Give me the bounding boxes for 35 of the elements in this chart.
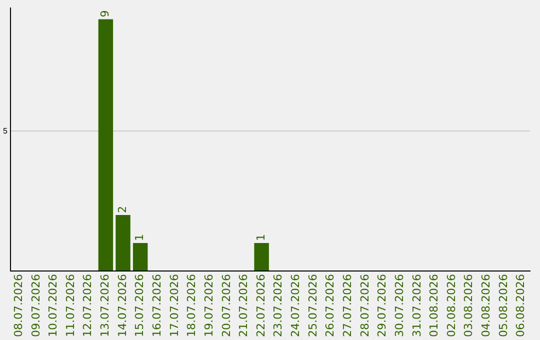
x-tick-label: 28.07.2026 bbox=[358, 274, 372, 338]
x-tick-label: 27.07.2026 bbox=[341, 274, 354, 338]
x-tick-label: 04.08.2026 bbox=[480, 274, 493, 338]
x-tick-label: 21.07.2026 bbox=[237, 274, 250, 338]
x-tick-label: 29.07.2026 bbox=[376, 274, 389, 338]
x-tick-label: 12.07.2026 bbox=[81, 274, 94, 338]
x-tick-label: 02.08.2026 bbox=[444, 274, 458, 338]
data-label: 1 bbox=[133, 234, 146, 242]
x-tick-label: 25.07.2026 bbox=[306, 274, 320, 338]
x-tick-label: 24.07.2026 bbox=[289, 274, 302, 338]
x-tick-label: 18.07.2026 bbox=[185, 274, 198, 338]
x-tick-label: 14.07.2026 bbox=[116, 274, 129, 338]
x-tick-label: 03.08.2026 bbox=[462, 274, 476, 338]
x-tick-label: 31.07.2026 bbox=[410, 274, 424, 338]
data-label: 9 bbox=[98, 10, 112, 18]
x-tick-label: 09.07.2026 bbox=[29, 274, 42, 338]
x-tick-label: 08.07.2026 bbox=[12, 274, 25, 338]
x-tick-label: 23.07.2026 bbox=[272, 274, 285, 338]
x-tick-label: 11.07.2026 bbox=[64, 274, 77, 338]
x-tick-label: 30.07.2026 bbox=[392, 274, 406, 338]
data-label: 2 bbox=[116, 206, 129, 214]
x-tick-label: 17.07.2026 bbox=[168, 274, 181, 338]
x-tick-label: 15.07.2026 bbox=[133, 274, 146, 338]
x-tick-label: 26.07.2026 bbox=[324, 274, 337, 338]
x-tick-label: 19.07.2026 bbox=[202, 274, 216, 338]
x-tick-label: 20.07.2026 bbox=[220, 274, 233, 338]
x-tick-label: 16.07.2026 bbox=[150, 274, 164, 338]
x-tick-label: 05.08.2026 bbox=[496, 274, 510, 338]
x-tick-label: 01.08.2026 bbox=[428, 274, 441, 338]
x-tick-label: 13.07.2026 bbox=[98, 274, 112, 338]
x-tick-label: 10.07.2026 bbox=[46, 274, 60, 338]
y-tick-label: 5 bbox=[2, 126, 8, 136]
x-tick-label: 06.08.2026 bbox=[514, 274, 528, 338]
data-label: 1 bbox=[254, 234, 268, 242]
x-tick-label: 22.07.2026 bbox=[254, 274, 268, 338]
